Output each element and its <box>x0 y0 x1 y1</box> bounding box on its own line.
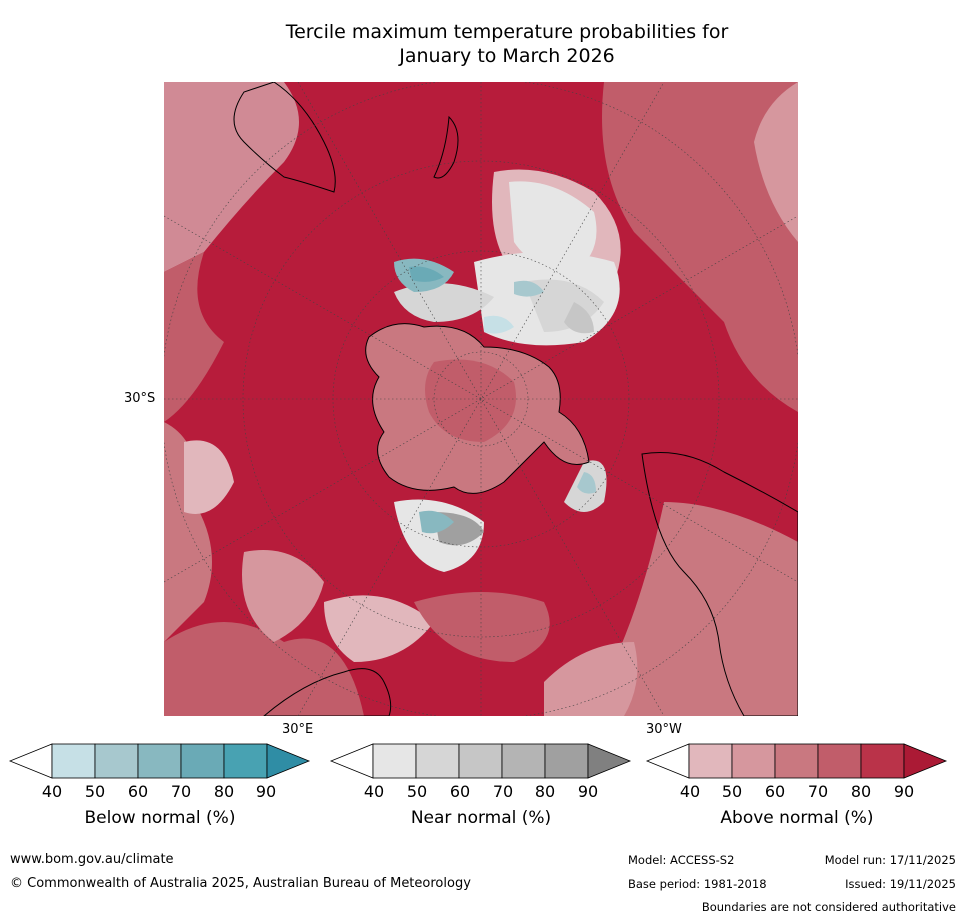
tick-label: 80 <box>213 782 235 801</box>
tick-label: 80 <box>534 782 556 801</box>
tick-label: 50 <box>406 782 428 801</box>
tick-label: 60 <box>764 782 786 801</box>
tick-label: 40 <box>679 782 701 801</box>
latitude-label: 30°S <box>124 391 156 406</box>
tick-label: 60 <box>449 782 471 801</box>
website-link[interactable]: www.bom.gov.au/climate <box>10 852 174 867</box>
issued-date: Issued: 19/11/2025 <box>845 877 956 891</box>
colorbar-near-normal: 40 50 60 70 80 90 Near normal (%) <box>329 743 632 828</box>
tick-label: 40 <box>41 782 63 801</box>
boundaries-disclaimer: Boundaries are not considered authoritat… <box>701 900 956 914</box>
colorbar-label: Above normal (%) <box>720 808 874 828</box>
colorbar-arrow-high <box>266 743 311 779</box>
colorbar-ticks: 40 50 60 70 80 90 <box>647 782 947 802</box>
colorbar-segment <box>458 743 503 779</box>
longitude-label-east: 30°E <box>282 722 314 737</box>
tick-label: 70 <box>170 782 192 801</box>
title-line-2: January to March 2026 <box>399 45 615 67</box>
tick-label: 70 <box>807 782 829 801</box>
colorbar-ticks: 40 50 60 70 80 90 <box>331 782 631 802</box>
tick-label: 80 <box>850 782 872 801</box>
colorbar-segment <box>180 743 225 779</box>
colorbar-segment <box>372 743 417 779</box>
colorbar-arrow-high <box>903 743 948 779</box>
colorbar-label: Below normal (%) <box>84 808 236 828</box>
longitude-label-west: 30°W <box>646 722 682 737</box>
colorbar-segment <box>415 743 460 779</box>
tick-label: 60 <box>127 782 149 801</box>
colorbar-segment <box>223 743 268 779</box>
tick-label: 40 <box>363 782 385 801</box>
colorbar-below-normal: 40 50 60 70 80 90 Below normal (%) <box>8 743 311 828</box>
tick-label: 90 <box>255 782 277 801</box>
model-run-date: Model run: 17/11/2025 <box>824 853 956 867</box>
colorbar-segment <box>774 743 819 779</box>
colorbar-arrow-high <box>587 743 632 779</box>
probability-map <box>164 82 798 716</box>
tick-label: 90 <box>577 782 599 801</box>
tick-label: 50 <box>721 782 743 801</box>
colorbar-segment <box>860 743 905 779</box>
title-line-1: Tercile maximum temperature probabilitie… <box>285 21 729 43</box>
tick-label: 90 <box>893 782 915 801</box>
colorbar-segment <box>51 743 96 779</box>
colorbar-above-normal: 40 50 60 70 80 90 Above normal (%) <box>645 743 948 828</box>
colorbar-arrow-low <box>8 743 53 779</box>
colorbar-segment <box>94 743 139 779</box>
base-period: Base period: 1981-2018 <box>628 877 767 891</box>
colorbar-arrow-low <box>329 743 374 779</box>
colorbar-segment <box>688 743 733 779</box>
map-title: Tercile maximum temperature probabilitie… <box>0 20 965 68</box>
colorbar-segment <box>137 743 182 779</box>
tick-label: 70 <box>492 782 514 801</box>
tick-label: 50 <box>84 782 106 801</box>
copyright-notice: © Commonwealth of Australia 2025, Austra… <box>10 876 471 891</box>
colorbar-segment <box>731 743 776 779</box>
colorbar-segment <box>544 743 589 779</box>
colorbar-segment <box>501 743 546 779</box>
model-name: Model: ACCESS-S2 <box>628 853 735 867</box>
colorbar-segment <box>817 743 862 779</box>
colorbar-ticks: 40 50 60 70 80 90 <box>10 782 310 802</box>
colorbar-label: Near normal (%) <box>410 808 552 828</box>
colorbar-arrow-low <box>645 743 690 779</box>
